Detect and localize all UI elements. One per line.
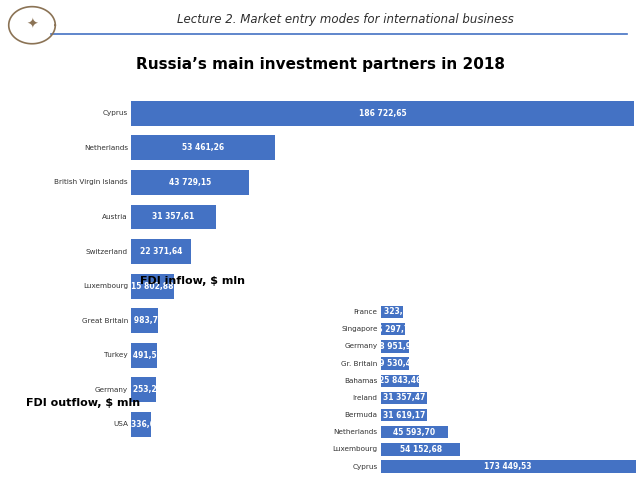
Text: Switzerland: Switzerland <box>86 249 128 254</box>
Text: Cyprus: Cyprus <box>103 110 128 116</box>
Text: Turkey: Turkey <box>104 352 128 358</box>
Text: Bermuda: Bermuda <box>344 412 378 418</box>
Text: 45 593,70: 45 593,70 <box>393 428 435 437</box>
Text: 31 619,17: 31 619,17 <box>383 410 425 420</box>
Bar <box>131 101 634 126</box>
Text: 7 336,69: 7 336,69 <box>122 420 159 429</box>
Bar <box>381 306 403 318</box>
Bar <box>381 409 428 421</box>
Text: FDI outflow, $ mln: FDI outflow, $ mln <box>26 398 140 408</box>
Text: 19 530,42: 19 530,42 <box>374 359 416 368</box>
Text: FDI inflow, $ mln: FDI inflow, $ mln <box>140 276 244 286</box>
Text: 31 357,61: 31 357,61 <box>152 213 195 221</box>
Bar <box>131 274 174 299</box>
Text: 22 371,64: 22 371,64 <box>140 247 182 256</box>
Text: Cyprus: Cyprus <box>353 464 378 469</box>
Text: Netherlands: Netherlands <box>333 429 378 435</box>
Text: Great Britain: Great Britain <box>82 318 128 324</box>
Text: Austria: Austria <box>102 214 128 220</box>
Bar <box>381 357 410 370</box>
Bar <box>131 412 151 437</box>
Text: France: France <box>353 309 378 315</box>
Text: 31 357,47: 31 357,47 <box>383 394 425 402</box>
Bar <box>131 343 157 368</box>
Text: Germany: Germany <box>344 343 378 349</box>
Text: 43 729,15: 43 729,15 <box>169 178 211 187</box>
Text: 186 722,65: 186 722,65 <box>359 109 406 118</box>
Bar <box>131 170 249 195</box>
Bar <box>381 426 448 438</box>
Text: Germany: Germany <box>95 387 128 393</box>
Text: Ireland: Ireland <box>353 395 378 401</box>
Text: 54 152,68: 54 152,68 <box>399 445 442 454</box>
Bar <box>131 239 191 264</box>
Text: Bahamas: Bahamas <box>344 378 378 384</box>
Bar <box>381 340 408 352</box>
Text: 173 449,53: 173 449,53 <box>484 462 532 471</box>
Bar <box>381 460 636 473</box>
Text: 9 491,57: 9 491,57 <box>125 351 163 360</box>
Text: 15 802,88: 15 802,88 <box>131 282 173 290</box>
Bar <box>131 308 158 333</box>
Text: 15 323,89: 15 323,89 <box>371 308 413 316</box>
Text: 9 253,22: 9 253,22 <box>125 385 162 394</box>
Bar <box>131 204 216 229</box>
Text: British Virgin Islands: British Virgin Islands <box>54 180 128 185</box>
Text: Luxembourg: Luxembourg <box>83 283 128 289</box>
Bar <box>381 443 460 456</box>
Bar <box>381 323 404 336</box>
Text: 16 297,70: 16 297,70 <box>371 324 414 334</box>
Text: 18 951,91: 18 951,91 <box>374 342 416 351</box>
Bar <box>131 135 275 160</box>
Text: 25 843,46: 25 843,46 <box>379 376 421 385</box>
Text: Netherlands: Netherlands <box>84 145 128 151</box>
Bar <box>381 374 419 387</box>
Text: Singapore: Singapore <box>341 326 378 332</box>
Bar <box>381 392 427 404</box>
Text: Russia’s main investment partners in 2018: Russia’s main investment partners in 201… <box>136 57 504 72</box>
Bar <box>131 377 156 402</box>
Text: ✦: ✦ <box>26 17 38 31</box>
Text: 53 461,26: 53 461,26 <box>182 144 224 152</box>
Text: Luxembourg: Luxembourg <box>332 446 378 453</box>
Text: 9 983,73: 9 983,73 <box>126 316 163 325</box>
Text: USA: USA <box>113 421 128 427</box>
Text: Gr. Britain: Gr. Britain <box>341 360 378 367</box>
Text: Lecture 2. Market entry modes for international business: Lecture 2. Market entry modes for intern… <box>177 13 514 26</box>
